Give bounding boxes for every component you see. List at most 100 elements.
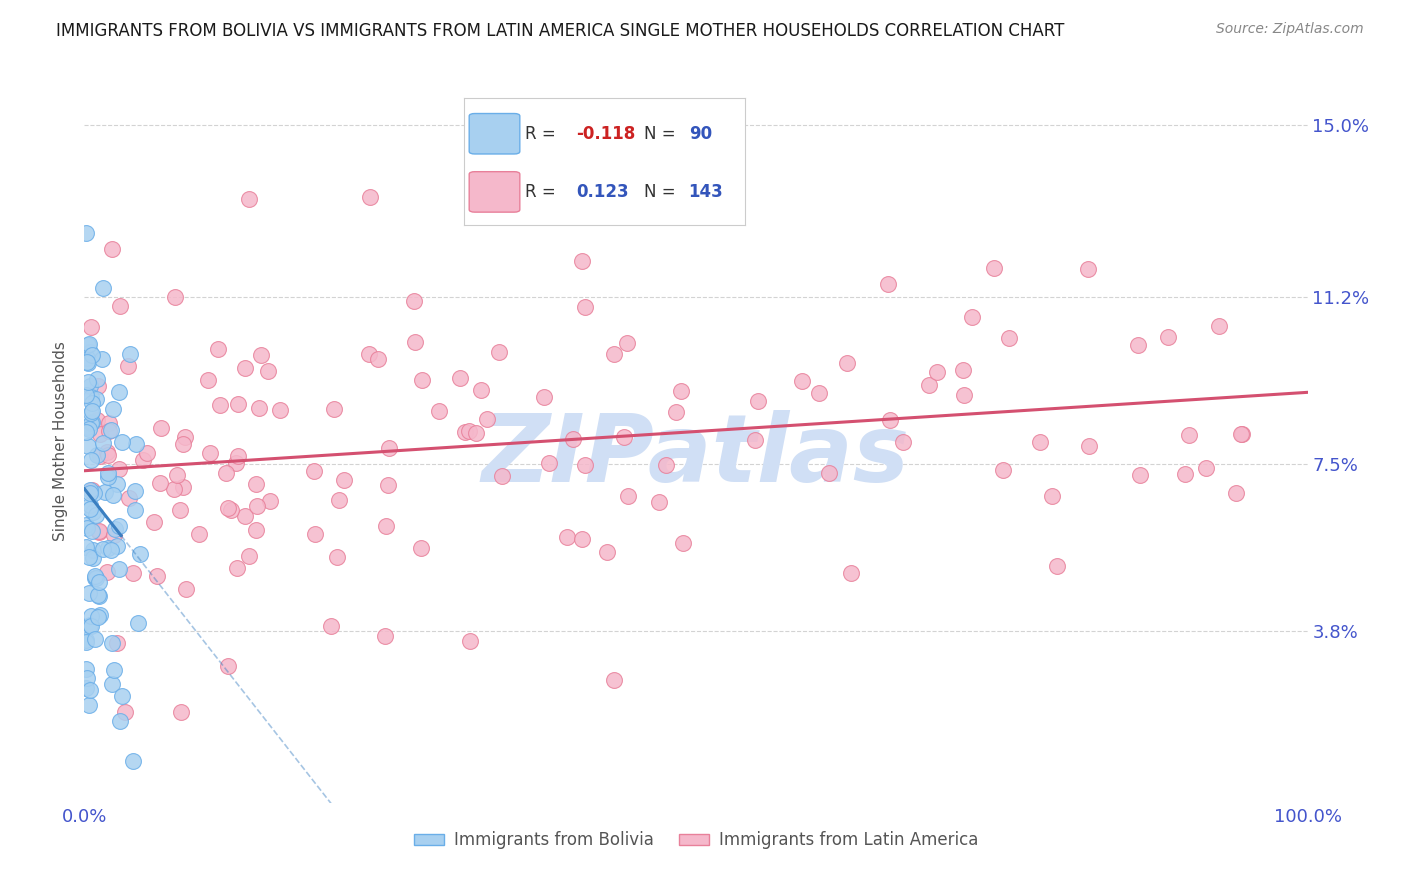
Point [87, 524, 110, 538]
Point [1208, 318, 1230, 333]
Point [93, 484, 115, 499]
Point [75, 635, 97, 649]
Point [87, 574, 110, 589]
Point [747, 393, 769, 408]
Point [80, 319, 103, 334]
Point [269, 402, 291, 417]
Point [173, 430, 195, 444]
Point [79, 486, 101, 500]
Point [377, 478, 399, 492]
Point [219, 503, 242, 517]
Point [217, 500, 239, 515]
Point [163, 290, 186, 304]
Point [89, 427, 111, 442]
Point [304, 526, 326, 541]
Point [77, 422, 100, 436]
Point [808, 386, 831, 401]
Point [665, 405, 688, 419]
Point [458, 633, 481, 648]
Point [366, 351, 388, 366]
Point [111, 435, 134, 450]
Point [319, 618, 342, 632]
Point [375, 518, 398, 533]
Point [76, 439, 98, 453]
Point [217, 659, 239, 673]
Point [98, 417, 121, 431]
Point [96, 445, 118, 459]
Point [488, 345, 510, 359]
Point [998, 331, 1021, 345]
Point [108, 385, 131, 400]
Point [150, 420, 173, 434]
Point [100, 676, 122, 690]
Point [209, 398, 232, 412]
Point [79, 618, 101, 632]
Point [79, 390, 101, 404]
Point [256, 363, 278, 377]
Point [82, 543, 104, 558]
Point [87, 379, 110, 393]
Point [169, 706, 191, 720]
Point [1157, 330, 1180, 344]
Point [259, 493, 281, 508]
Point [744, 433, 766, 447]
Point [891, 435, 914, 450]
Point [359, 190, 381, 204]
Point [86, 448, 108, 462]
Point [533, 390, 555, 404]
Point [197, 373, 219, 387]
Point [118, 347, 141, 361]
Point [169, 503, 191, 517]
Point [574, 300, 596, 314]
Point [1195, 461, 1218, 475]
Point [790, 374, 813, 388]
Y-axis label: Single Mother Households: Single Mother Households [53, 342, 69, 541]
Point [247, 401, 270, 415]
Point [84, 571, 107, 585]
Point [79, 682, 101, 697]
Point [82, 551, 104, 566]
Point [84, 508, 107, 522]
Point [91, 352, 114, 367]
Point [245, 476, 267, 491]
Point [83, 568, 105, 582]
Point [110, 714, 132, 728]
Point [76, 355, 98, 369]
Point [1046, 559, 1069, 574]
Point [163, 482, 186, 496]
Point [465, 425, 488, 440]
Point [648, 494, 671, 508]
Point [103, 528, 125, 542]
Point [135, 446, 157, 460]
Point [79, 379, 101, 393]
Point [79, 483, 101, 497]
Point [103, 401, 125, 416]
Point [172, 437, 194, 451]
Point [97, 425, 120, 439]
Point [101, 635, 124, 649]
Point [302, 464, 325, 478]
Point [1078, 440, 1101, 454]
Point [105, 539, 128, 553]
Point [238, 192, 260, 206]
Point [143, 515, 166, 529]
Point [80, 524, 103, 539]
Point [129, 547, 152, 561]
Point [918, 378, 941, 392]
Point [124, 503, 146, 517]
Point [77, 338, 100, 352]
Point [76, 671, 98, 685]
Point [953, 387, 976, 401]
Point [602, 673, 624, 688]
Point [325, 549, 347, 564]
Point [83, 485, 105, 500]
Point [603, 347, 626, 361]
Point [100, 423, 122, 437]
Point [86, 412, 108, 426]
Point [960, 310, 983, 324]
Point [574, 458, 596, 472]
Point [127, 615, 149, 630]
Point [226, 449, 249, 463]
Point [174, 582, 197, 596]
Point [166, 468, 188, 483]
